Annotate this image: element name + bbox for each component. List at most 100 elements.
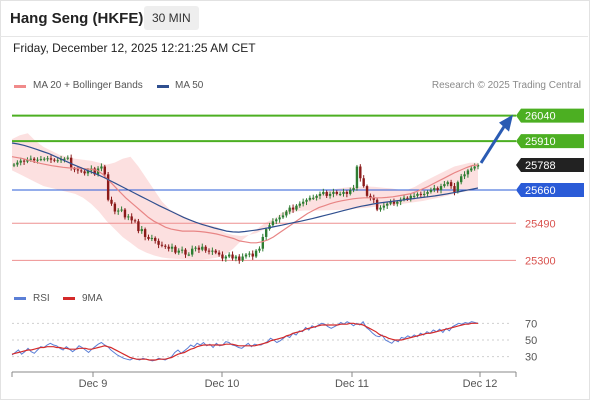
candle-body [12, 164, 16, 166]
last-price-label-tag [516, 157, 584, 172]
candle-body [80, 170, 83, 172]
candle-body [459, 176, 463, 183]
candle-body [160, 244, 164, 246]
candle-body [419, 193, 423, 195]
candle-body [167, 246, 170, 249]
candle-body [332, 191, 335, 194]
candle-body [476, 164, 480, 167]
candle-body [261, 236, 265, 249]
rsi-ma-legend-swatch [63, 297, 75, 300]
candle-body [117, 210, 120, 212]
candle-body [338, 193, 342, 195]
candle-body [315, 195, 318, 198]
candle-body [278, 217, 281, 220]
candle-body [197, 247, 201, 250]
resistance-label-1-tag [516, 108, 584, 123]
rsi-ma-legend-label: 9MA [82, 293, 103, 304]
candle-body [386, 203, 389, 206]
candle-body [423, 193, 426, 195]
candle-body [396, 201, 399, 204]
candle-body [39, 159, 43, 161]
candle-body [402, 197, 406, 200]
candle-body [123, 209, 127, 218]
candle-body [211, 250, 214, 252]
resistance-label-2-tag [516, 134, 584, 149]
candle-body [49, 158, 53, 160]
candle-body [392, 201, 396, 204]
forecast-arrow-shaft [479, 125, 506, 164]
candle-body [439, 186, 443, 190]
x-tick-label: Dec 10 [205, 378, 240, 390]
candle-body [137, 221, 140, 232]
resistance-label-1: 26040 [525, 111, 556, 123]
candle-body [113, 203, 117, 212]
candle-body [83, 171, 86, 174]
instrument-title: Hang Seng (HKFE) [10, 10, 144, 27]
candle-body [221, 254, 224, 259]
candle-body [308, 197, 312, 200]
ma50-legend-label: MA 50 [175, 80, 204, 91]
candle-body [100, 166, 103, 169]
candle-body [295, 205, 298, 210]
support-label-1: 25490 [525, 218, 556, 230]
candle-body [342, 191, 345, 194]
candle-body [133, 220, 137, 222]
ma50-line [11, 142, 479, 233]
candle-body [120, 209, 123, 211]
candle-body [130, 216, 133, 221]
candle-body [66, 157, 69, 159]
candle-body [449, 182, 453, 187]
candle-body [76, 169, 80, 171]
candle-body [140, 229, 143, 232]
candle-body [191, 248, 194, 255]
candle-body [154, 237, 157, 241]
candle-body [446, 182, 449, 185]
candle-body [93, 168, 96, 175]
candle-body [298, 203, 301, 206]
candle-body [355, 166, 359, 189]
candle-body [301, 201, 305, 204]
candle-body [436, 188, 439, 190]
rsi-legend-swatch [14, 297, 26, 300]
candle-body [470, 168, 473, 171]
interval-badge[interactable]: 30 MIN [144, 6, 199, 30]
candle-body [365, 186, 369, 196]
pivot-label: 25660 [525, 185, 556, 197]
candle-body [372, 197, 375, 200]
candle-body [406, 197, 409, 199]
candle-body [375, 199, 379, 210]
candle-body [288, 207, 291, 212]
candle-body [32, 158, 36, 161]
candle-body [429, 190, 433, 192]
candle-body [463, 174, 466, 177]
candle-body [63, 158, 66, 160]
candle-body [382, 205, 386, 208]
candle-body [443, 184, 446, 187]
candle-body [16, 162, 19, 165]
support-label-2: 25300 [525, 255, 556, 267]
candle-body [234, 256, 238, 259]
candle-body [19, 160, 22, 163]
candle-body [46, 158, 49, 160]
ma20-line [11, 156, 479, 244]
candle-body [174, 246, 177, 253]
candle-body [143, 229, 147, 237]
candle-body [466, 170, 470, 175]
candle-body [359, 166, 362, 179]
candle-body [362, 178, 365, 187]
candle-body [433, 188, 436, 190]
candle-body [106, 174, 110, 200]
candle-body [224, 256, 228, 259]
candle-body [369, 195, 372, 198]
candle-body [412, 195, 416, 197]
candle-body [325, 191, 328, 196]
candle-body [291, 207, 295, 210]
candle-body [254, 250, 258, 257]
x-tick-label: Dec 9 [79, 378, 108, 390]
ma20-legend-label: MA 20 + Bollinger Bands [33, 80, 143, 91]
pivot-label-tag [516, 183, 584, 197]
candle-body [258, 248, 261, 251]
candle-body [29, 158, 33, 160]
header-bar: Hang Seng (HKFE) 30 MIN [0, 0, 588, 37]
candle-body [409, 195, 412, 199]
